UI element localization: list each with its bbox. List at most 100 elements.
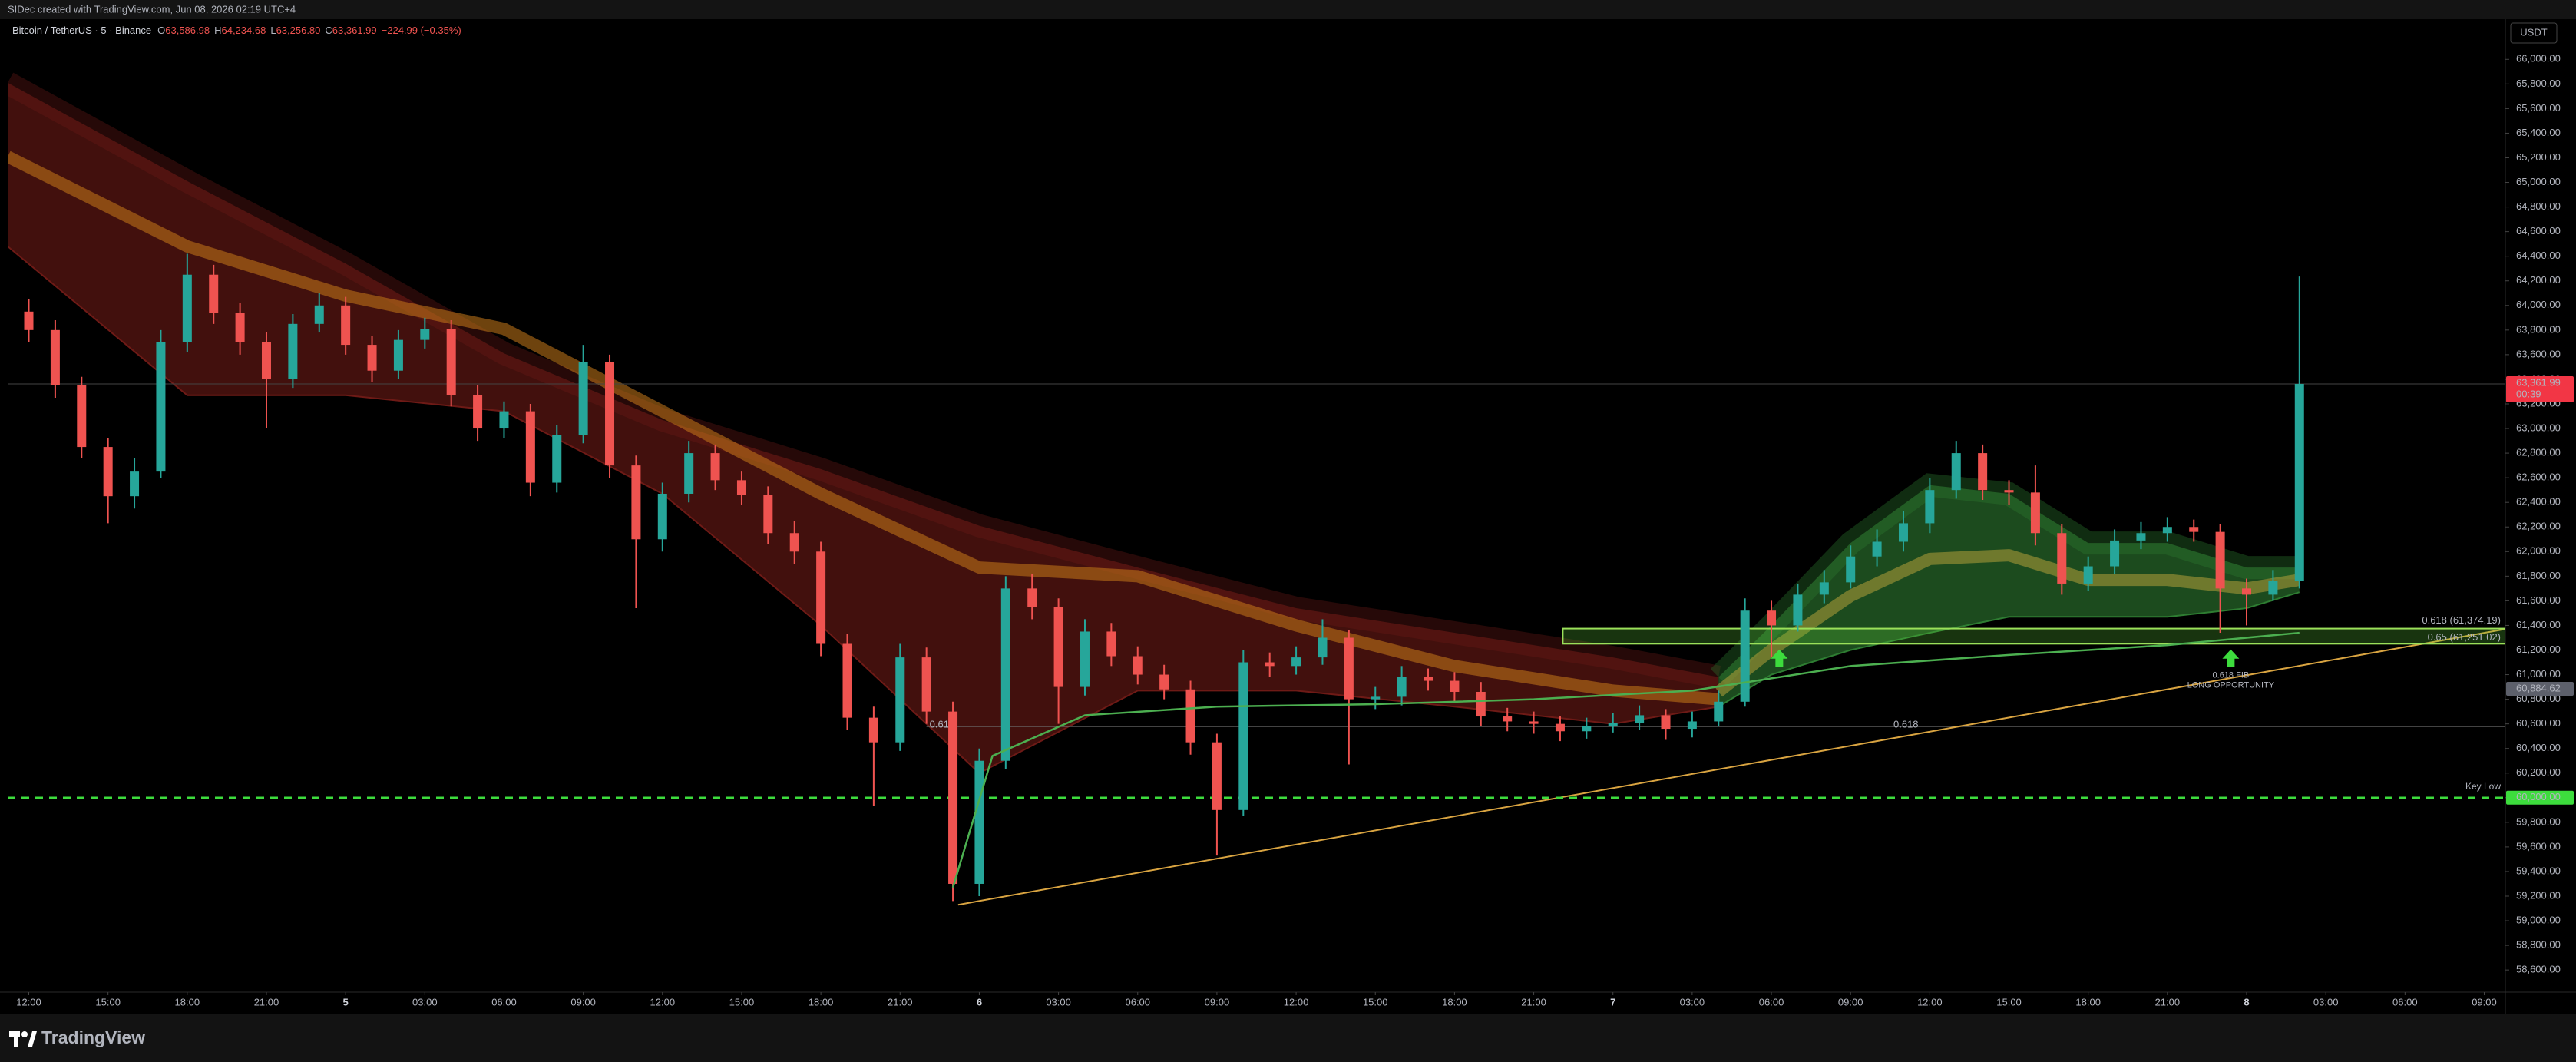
x-tick-label: 03:00 [2313,996,2339,1007]
candle-body [578,362,588,435]
candle-body [1027,588,1037,607]
candle-body [2004,490,2014,493]
price-tag [2506,682,2574,696]
candle-body [948,711,958,884]
logo-part [28,1031,37,1047]
credit: SIDec created with TradingView.com, Jun … [8,3,296,15]
x-tick-label: 09:00 [570,996,596,1007]
x-tick-label: 15:00 [95,996,121,1007]
candle-body [77,385,87,448]
x-tick-label: 15:00 [1996,996,2022,1007]
signal-label: 0.618 FIB [2213,671,2250,680]
fib-zone [1562,627,2505,645]
footer-bar [0,1014,2576,1062]
candle-body [605,362,615,466]
candle-body [1133,656,1143,675]
y-tick-label: 65,600.00 [2516,102,2561,114]
candle-body [1767,610,1777,626]
candle-body [1846,556,1856,583]
signal-arrow [1771,649,1788,667]
y-tick-label: 60,400.00 [2516,742,2561,753]
y-tick-label: 59,000.00 [2516,914,2561,925]
y-tick-label: 59,600.00 [2516,840,2561,852]
candle-body [1740,610,1750,702]
candle-body [2057,533,2067,584]
y-tick-label: 62,600.00 [2516,471,2561,483]
price-tag-label: 63,361.99 [2516,376,2561,388]
brand-logo[interactable] [9,1031,37,1047]
y-tick-label: 62,400.00 [2516,496,2561,508]
x-tick-label: 18:00 [175,996,200,1007]
y-tick-label: 66,000.00 [2516,53,2561,65]
candle-body [1793,594,1803,626]
candle-body [1819,582,1829,595]
candle-body [1951,453,1961,491]
candle-body [1159,674,1169,690]
price-tag [2506,376,2574,403]
candle-body [1053,607,1063,687]
candle-body [921,657,931,712]
candle-body [789,533,799,552]
x-tick-label: 18:00 [809,996,834,1007]
candle-body [499,411,509,429]
y-tick-label: 61,400.00 [2516,619,2561,630]
candle-body [1898,523,1908,542]
x-tick-label: 6 [977,996,982,1007]
candle-body [235,313,245,342]
y-tick-label: 60,200.00 [2516,766,2561,778]
candle-body [446,329,456,395]
x-tick-label: 7 [1610,996,1615,1007]
y-tick-label: 62,000.00 [2516,545,2561,557]
y-tick-label: 62,200.00 [2516,521,2561,532]
currency[interactable]: USDT [2520,26,2547,38]
candle-body [816,551,826,644]
header-bar [0,0,2576,19]
price-tag [2506,790,2574,805]
x-tick-label: 06:00 [491,996,517,1007]
candle-body [552,435,562,483]
candle-body [868,717,878,743]
ohlc-key: H [214,25,221,36]
candle-body [1371,696,1381,700]
candle-body [1424,677,1433,681]
candle-body [473,395,483,429]
candle-body [710,453,720,481]
candle-body [1555,723,1565,732]
candle-body [393,339,403,371]
candle-body [2030,492,2040,534]
ohlc-key: O [157,25,165,36]
candle-body [842,643,852,718]
fib-level-label: 0.618 [1893,718,1919,730]
change: −224.99 (−0.35%) [382,25,461,36]
x-tick-label: 06:00 [2392,996,2418,1007]
price-tag-label: 60,884.62 [2516,682,2561,693]
brand[interactable]: TradingView [41,1027,145,1047]
candle-body [1582,726,1592,732]
signal-label: LONG OPPORTUNITY [2187,681,2275,690]
ohlc-value: 64,234.68 [221,25,266,36]
ohlc-key: L [270,25,276,36]
x-tick-label: 8 [2244,996,2249,1007]
candle-body [1503,716,1513,722]
candle-body [367,345,377,371]
candle-body [2162,527,2172,534]
candle-body [156,342,166,472]
y-tick-label: 64,600.00 [2516,225,2561,237]
y-tick-label: 64,400.00 [2516,250,2561,261]
trendline [957,628,2505,906]
x-tick-label: 03:00 [1680,996,1705,1007]
candle-body [1344,637,1354,700]
x-tick-label: 21:00 [1521,996,1546,1007]
symbol: Bitcoin / TetherUS · 5 · Binance [12,25,151,36]
candle-body [1635,715,1645,723]
x-tick-label: 09:00 [2472,996,2497,1007]
candle-body [974,760,984,884]
y-tick-label: 65,400.00 [2516,127,2561,138]
key-low-label: Key Low [2465,781,2501,792]
ohlc-value: 63,586.98 [165,25,210,36]
candle-body [2268,581,2278,595]
currency-button[interactable] [2510,22,2558,44]
candle-body [1450,680,1460,692]
